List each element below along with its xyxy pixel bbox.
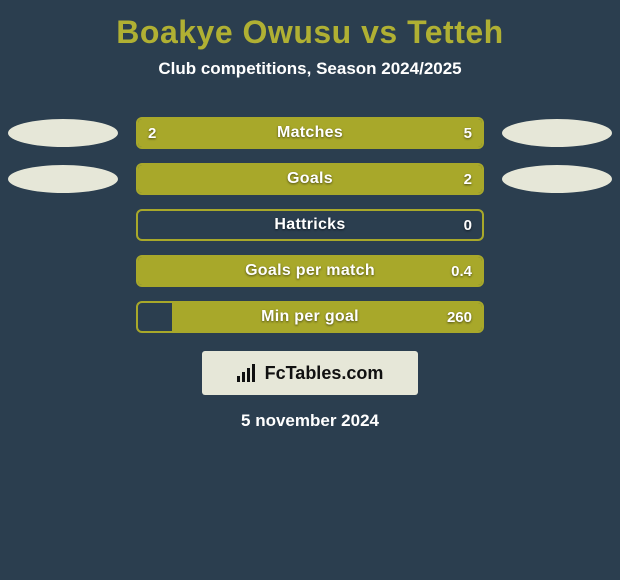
subtitle: Club competitions, Season 2024/2025	[0, 59, 620, 79]
stat-value-right: 2	[464, 165, 472, 193]
logo-text: FcTables.com	[265, 363, 384, 384]
stat-row: Hattricks0	[0, 209, 620, 241]
stat-row: Goals per match0.4	[0, 255, 620, 287]
stat-value-left: 2	[148, 119, 156, 147]
stat-bar: Goals2	[136, 163, 484, 195]
logo-bars-icon	[237, 364, 259, 382]
stat-value-right: 0	[464, 211, 472, 239]
date-text: 5 november 2024	[0, 411, 620, 431]
stat-row: Goals2	[0, 163, 620, 195]
page-title: Boakye Owusu vs Tetteh	[0, 14, 620, 51]
stat-value-right: 260	[447, 303, 472, 331]
stat-bar: Min per goal260	[136, 301, 484, 333]
stat-bar: Hattricks0	[136, 209, 484, 241]
right-ellipse-icon	[502, 165, 612, 193]
stat-bar: Goals per match0.4	[136, 255, 484, 287]
stat-label: Hattricks	[138, 211, 482, 239]
stat-row: Min per goal260	[0, 301, 620, 333]
stat-label: Min per goal	[138, 303, 482, 331]
stat-label: Matches	[138, 119, 482, 147]
stat-value-right: 0.4	[451, 257, 472, 285]
right-ellipse-icon	[502, 119, 612, 147]
site-logo: FcTables.com	[202, 351, 418, 395]
stat-bar: Matches2 5	[136, 117, 484, 149]
left-ellipse-icon	[8, 165, 118, 193]
stat-label: Goals per match	[138, 257, 482, 285]
stat-label: Goals	[138, 165, 482, 193]
stat-rows: Matches25Goals2Hattricks0Goals per match…	[0, 117, 620, 333]
comparison-infographic: Boakye Owusu vs Tetteh Club competitions…	[0, 0, 620, 431]
stat-row: Matches2 5	[0, 117, 620, 149]
stat-value-right: 5	[464, 119, 472, 147]
left-ellipse-icon	[8, 119, 118, 147]
